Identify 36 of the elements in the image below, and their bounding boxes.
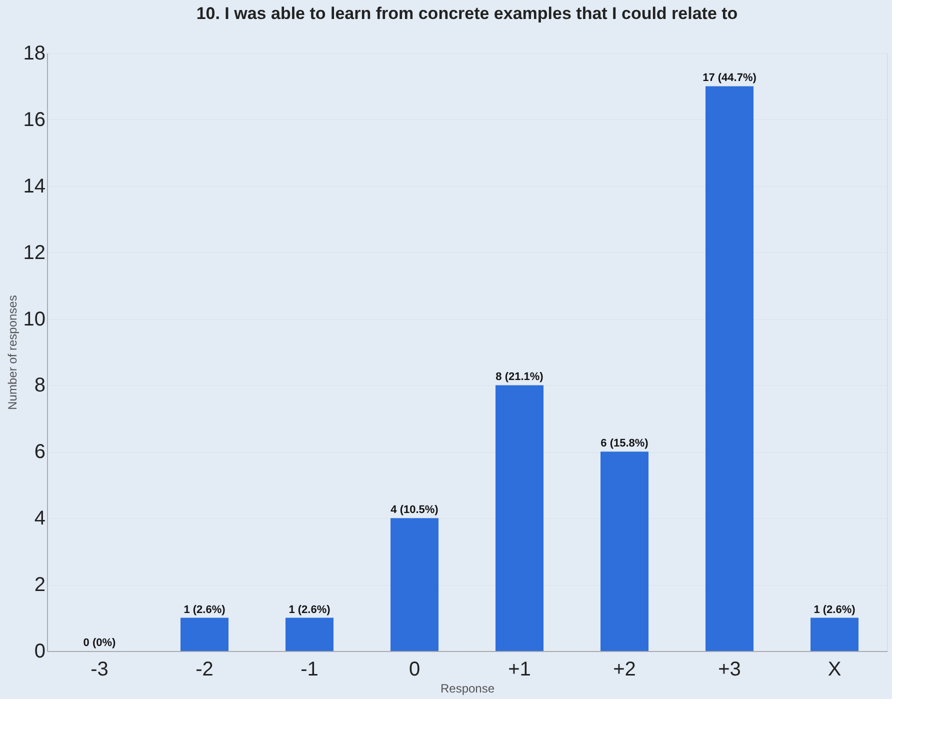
- y-tick-label: 14: [23, 175, 46, 198]
- y-tick-label: 4: [34, 508, 46, 530]
- data-label: 17 (44.7%): [702, 72, 757, 84]
- bar: [390, 518, 438, 651]
- x-tick-label: -2: [196, 658, 214, 680]
- bar: [600, 452, 648, 651]
- data-label: 4 (10.5%): [390, 504, 439, 516]
- y-tick-label: 18: [23, 42, 46, 64]
- bar: [810, 618, 858, 651]
- x-tick-label: 0: [408, 658, 420, 680]
- data-label: 0 (0%): [83, 637, 116, 649]
- data-label: 1 (2.6%): [288, 604, 331, 616]
- bar: [706, 86, 754, 651]
- data-label: 8 (21.1%): [496, 371, 544, 384]
- bar: [496, 385, 544, 651]
- x-axis-title: Response: [440, 682, 495, 696]
- x-tick-label: +2: [613, 658, 636, 680]
- y-tick-label: 12: [23, 242, 46, 264]
- data-label: 1 (2.6%): [184, 604, 226, 616]
- y-axis-title: Number of responses: [5, 295, 20, 410]
- x-tick-label: -3: [90, 658, 108, 680]
- x-tick-label: +1: [508, 658, 531, 680]
- y-tick-label: 6: [34, 441, 46, 464]
- chart-title: 10. I was able to learn from concrete examples that I could relate to: [196, 4, 738, 23]
- y-tick-label: 10: [23, 308, 46, 330]
- x-tick-label: +3: [718, 658, 741, 680]
- x-tick-label: -1: [300, 658, 318, 680]
- x-tick-label: X: [828, 658, 842, 680]
- y-tick-label: 16: [23, 108, 46, 131]
- bar: [180, 618, 228, 651]
- bar: [286, 618, 334, 651]
- data-label: 1 (2.6%): [814, 604, 856, 616]
- data-label: 6 (15.8%): [600, 438, 649, 450]
- y-tick-label: 0: [34, 640, 46, 662]
- y-tick-label: 2: [34, 574, 46, 596]
- y-tick-label: 8: [34, 374, 46, 397]
